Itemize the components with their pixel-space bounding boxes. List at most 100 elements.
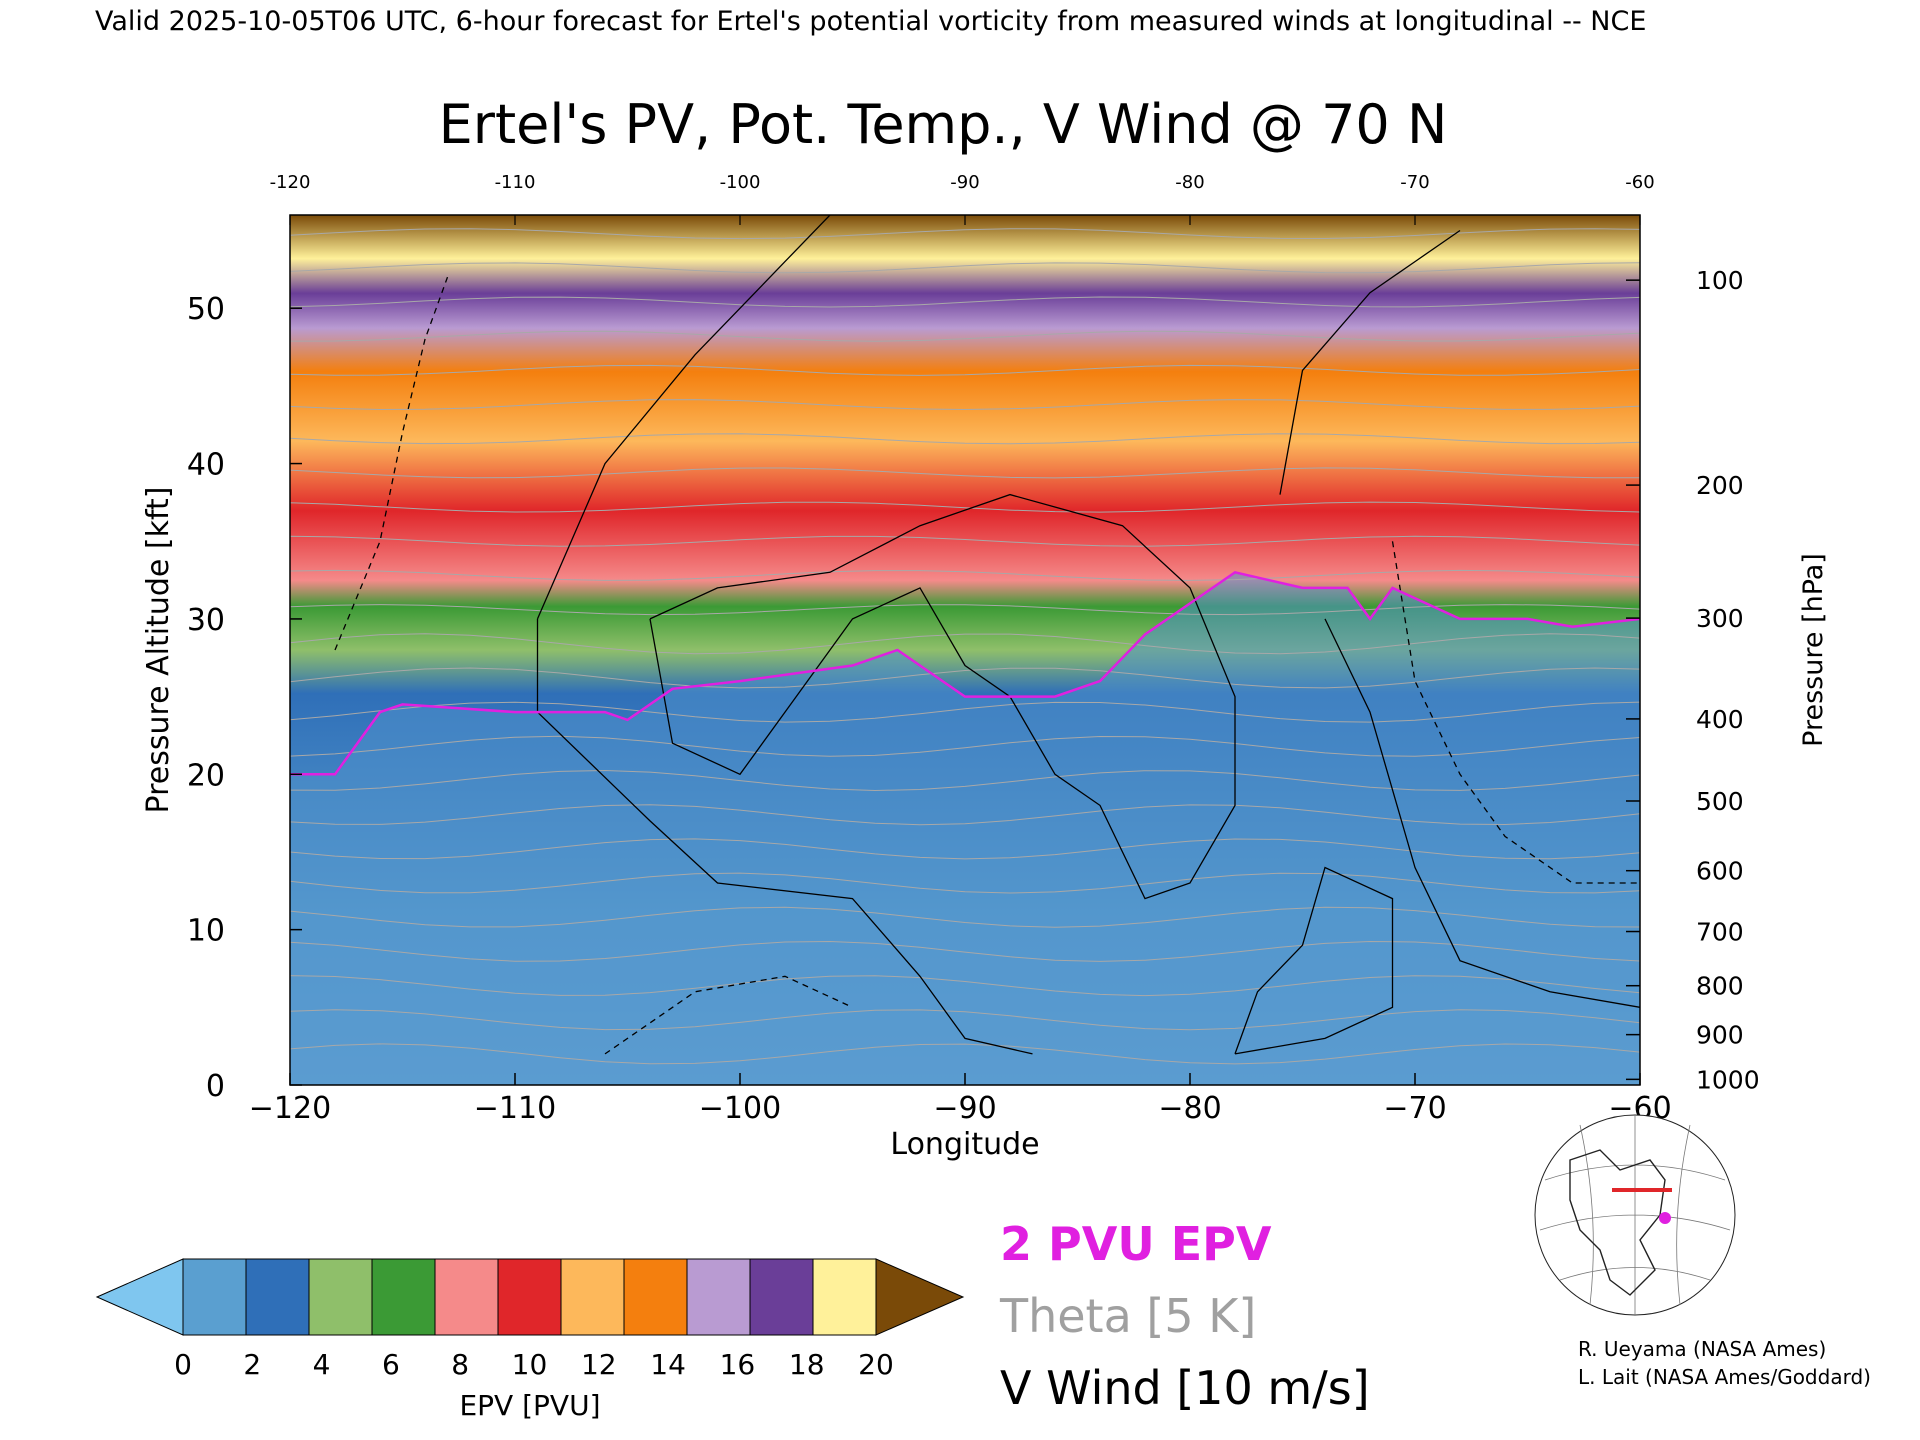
x-axis-label: Longitude <box>890 1127 1039 1162</box>
top-tick-label: -70 <box>1400 172 1429 193</box>
colorbar-tick-label: 14 <box>650 1348 686 1381</box>
vwind-line <box>1324 618 1640 1008</box>
theta-line <box>290 906 1640 928</box>
colorbar-segment <box>560 1258 625 1336</box>
colorbar-tick-label: 0 <box>174 1348 192 1381</box>
top-tick-label: -90 <box>950 172 979 193</box>
x-tick-label: −120 <box>249 1091 331 1126</box>
theta-line <box>290 701 1640 723</box>
vwind-contours <box>334 215 1640 1055</box>
colorbar-tick-label: 6 <box>382 1348 400 1381</box>
colorbar-segment <box>182 1258 247 1336</box>
valid-header: Valid 2025-10-05T06 UTC, 6-hour forecast… <box>95 6 1646 37</box>
x-axis: −120 −110 −100 −90 −80 −70 −60 <box>249 1073 1672 1126</box>
theta-line <box>290 1043 1640 1065</box>
chart-title: Ertel's PV, Pot. Temp., V Wind @ 70 N <box>439 93 1448 156</box>
colorbar-tick-label: 4 <box>313 1348 331 1381</box>
pressure-tick-label: 700 <box>1696 918 1744 947</box>
y-tick-label: 0 <box>206 1069 225 1104</box>
colorbar-segment <box>686 1258 751 1336</box>
vwind-line <box>536 215 831 620</box>
theta-line <box>290 569 1640 581</box>
vwind-line-negative <box>604 975 853 1055</box>
theta-line <box>290 769 1640 792</box>
colorbar-segment <box>497 1258 562 1336</box>
theta-line <box>290 433 1640 445</box>
top-tick-label: -60 <box>1625 172 1654 193</box>
pressure-tick-label: 800 <box>1696 972 1744 1001</box>
colorbar-segment <box>308 1258 373 1336</box>
theta-line <box>290 399 1640 411</box>
pressure-tick-label: 600 <box>1696 857 1744 886</box>
x-tick-label: −100 <box>699 1091 781 1126</box>
y-tick-label: 20 <box>187 758 225 793</box>
colorbar-tick-label: 12 <box>581 1348 617 1381</box>
y-tick-label: 50 <box>187 292 225 327</box>
locator-point <box>1659 1212 1671 1224</box>
theta-line <box>290 535 1640 547</box>
y-axis: 0 10 20 30 40 50 <box>187 292 302 1104</box>
vwind-line-negative <box>334 276 449 651</box>
pressure-tick-label: 200 <box>1696 471 1744 500</box>
y-tick-label: 10 <box>187 914 225 949</box>
y2-axis-label: Pressure [hPa] <box>1798 553 1829 747</box>
theta-line <box>290 872 1640 894</box>
pv-field <box>290 215 1640 1085</box>
theta-line <box>290 501 1640 513</box>
theta-line <box>290 940 1640 962</box>
theta-line <box>290 364 1640 376</box>
theta-line <box>290 467 1640 479</box>
x-tick-label: −80 <box>1158 1091 1221 1126</box>
credit-line-1: R. Ueyama (NASA Ames) <box>1578 1337 1826 1361</box>
theta-line <box>290 804 1640 826</box>
theta-line <box>290 262 1640 274</box>
theta-line <box>290 633 1640 655</box>
pressure-tick-label: 1000 <box>1696 1065 1760 1094</box>
pvu-2-line <box>290 570 1640 776</box>
legend-wind: V Wind [10 m/s] <box>1000 1361 1370 1415</box>
pressure-tick-label: 900 <box>1696 1021 1744 1050</box>
colorbar: 0 2 4 6 8 10 12 14 16 18 20 EPV [PVU] <box>95 1258 965 1422</box>
pressure-axis: 100 200 300 400 500 600 700 800 900 1000 <box>1626 266 1760 1094</box>
colorbar-tick-label: 8 <box>451 1348 469 1381</box>
pressure-tick-label: 500 <box>1696 787 1744 816</box>
y-tick-label: 30 <box>187 603 225 638</box>
theta-line <box>290 735 1640 757</box>
vwind-line <box>649 493 1236 900</box>
vwind-line <box>1234 866 1394 1055</box>
x-tick-label: −70 <box>1383 1091 1446 1126</box>
theta-line <box>290 604 1640 616</box>
theta-line <box>290 975 1640 997</box>
y-tick-label: 40 <box>187 448 225 483</box>
x-tick-label: −110 <box>474 1091 556 1126</box>
pressure-tick-label: 400 <box>1696 705 1744 734</box>
colorbar-tick-label: 20 <box>858 1348 894 1381</box>
credit-line-2: L. Lait (NASA Ames/Goddard) <box>1578 1365 1871 1389</box>
theta-line <box>290 667 1640 689</box>
x-tick-label: −90 <box>933 1091 996 1126</box>
colorbar-tick-label: 2 <box>243 1348 261 1381</box>
colorbar-high-arrow <box>875 1258 965 1336</box>
theta-line <box>290 838 1640 860</box>
colorbar-tick-label: 18 <box>789 1348 825 1381</box>
colorbar-segment <box>749 1258 814 1336</box>
colorbar-segment <box>245 1258 310 1336</box>
top-tick-label: -110 <box>495 172 536 193</box>
vwind-line <box>536 618 1033 1055</box>
colorbar-label: EPV [PVU] <box>459 1389 600 1422</box>
theta-line <box>290 1009 1640 1031</box>
top-tick-label: -120 <box>270 172 311 193</box>
theta-line <box>290 296 1640 308</box>
colorbar-segment <box>623 1258 688 1336</box>
legend-pvu: 2 PVU EPV <box>1000 1217 1272 1271</box>
theta-line <box>290 228 1640 240</box>
colorbar-segment <box>812 1258 877 1336</box>
top-tick-label: -100 <box>720 172 761 193</box>
top-axis: -120 -110 -100 -90 -80 -70 -60 <box>270 172 1655 225</box>
pressure-tick-label: 300 <box>1696 604 1744 633</box>
theta-contours <box>290 228 1640 1065</box>
colorbar-low-arrow <box>95 1258 184 1336</box>
locator-map <box>1534 1114 1736 1316</box>
vwind-line <box>1279 229 1461 495</box>
